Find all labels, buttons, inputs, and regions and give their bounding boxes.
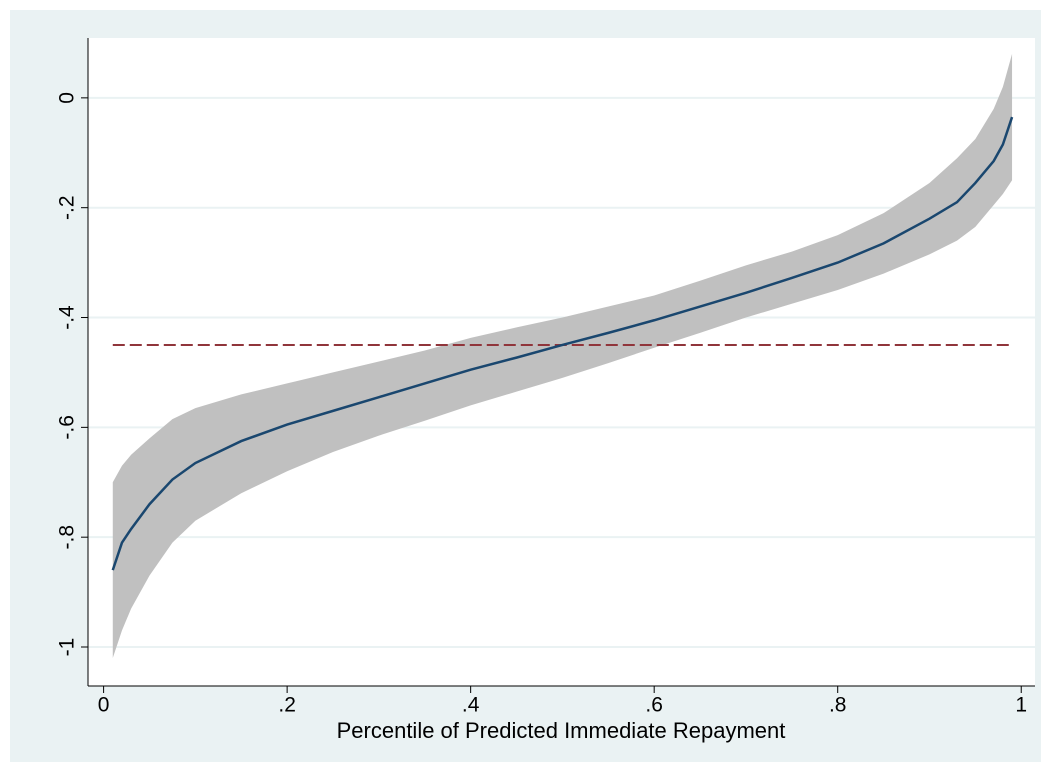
x-tick-label: .2: [278, 694, 296, 717]
y-tick-label: -.2: [56, 195, 79, 220]
y-tick-label: -.6: [56, 415, 79, 440]
x-tick-label: 1: [1015, 694, 1027, 717]
x-tick-label: .8: [829, 694, 847, 717]
line: [111, 116, 1014, 571]
x-tick-label: .6: [645, 694, 663, 717]
y-tick-label: 0: [56, 92, 79, 104]
x-axis-title: Percentile of Predicted Immediate Repaym…: [337, 718, 786, 743]
y-tick-label: -1: [56, 638, 79, 657]
x-tick-label: 0: [98, 694, 110, 717]
y-tick-label: -.8: [56, 525, 79, 550]
x-tick-label: .4: [462, 694, 480, 717]
confidence-band: [112, 53, 1013, 658]
y-tick-label: -.4: [56, 305, 79, 330]
